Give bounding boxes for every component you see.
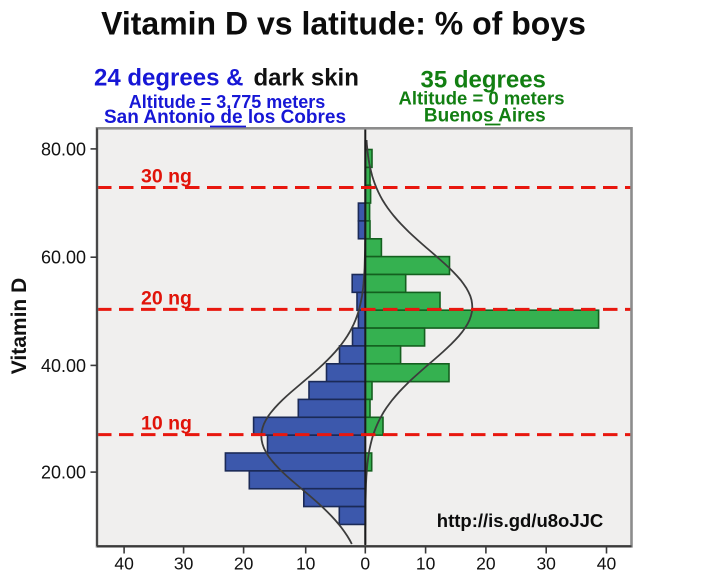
svg-text:30 ng: 30 ng [141, 166, 192, 188]
svg-text:20: 20 [476, 554, 496, 574]
svg-text:http://is.gd/u8oJJC: http://is.gd/u8oJJC [437, 510, 604, 531]
svg-text:30: 30 [174, 554, 194, 574]
svg-text:40.00: 40.00 [41, 356, 86, 376]
svg-text:20.00: 20.00 [41, 463, 86, 483]
svg-text:30: 30 [536, 554, 556, 574]
svg-text:Buenos Aires: Buenos Aires [424, 105, 546, 126]
svg-text:Altitude = 0 meters: Altitude = 0 meters [398, 88, 564, 109]
svg-text:24 degrees &dark skin: 24 degrees & dark skin [94, 64, 359, 91]
svg-text:0: 0 [360, 554, 370, 574]
svg-text:40: 40 [597, 554, 617, 574]
svg-text:10 ng: 10 ng [141, 413, 192, 435]
svg-text:10: 10 [296, 554, 316, 574]
svg-text:Altitude = 3,775 meters: Altitude = 3,775 meters [129, 92, 326, 112]
svg-text:35 degrees: 35 degrees [420, 66, 545, 93]
svg-text:Vitamin D: Vitamin D [8, 278, 31, 374]
svg-text:San Antonio de los Cobres: San Antonio de los Cobres [104, 107, 346, 128]
svg-text:20: 20 [234, 554, 254, 574]
svg-text:10: 10 [416, 554, 436, 574]
svg-text:Vitamin D vs latitude: % of bo: Vitamin D vs latitude: % of boys [101, 5, 586, 41]
svg-text:20 ng: 20 ng [141, 288, 192, 310]
svg-text:60.00: 60.00 [41, 248, 86, 268]
svg-text:80.00: 80.00 [41, 139, 86, 159]
svg-text:40: 40 [114, 554, 134, 574]
